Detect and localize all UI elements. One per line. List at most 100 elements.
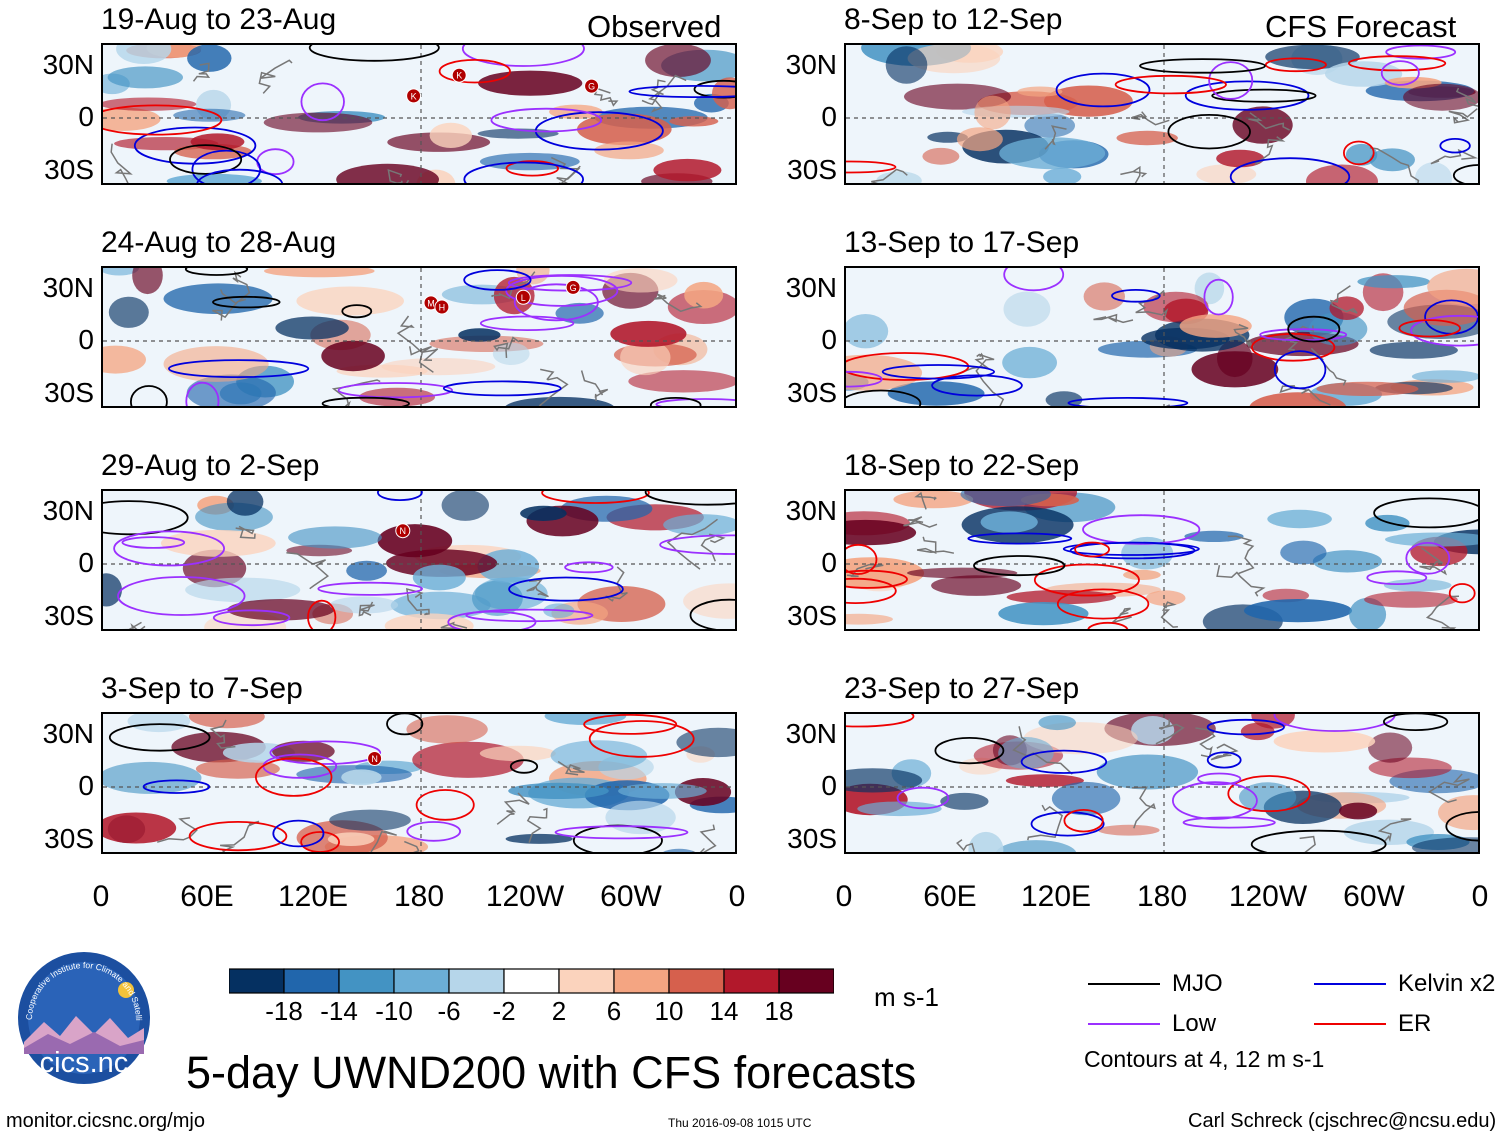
low-contour	[513, 283, 599, 322]
westerly-anomaly	[931, 575, 1022, 596]
storm-letter: G	[570, 283, 577, 293]
mjo-contour	[689, 598, 735, 629]
coastline	[903, 516, 938, 528]
coastline	[496, 792, 530, 825]
cics-logo: Cooperative Institute for Climate and Sa…	[8, 940, 158, 1086]
coastline	[956, 839, 976, 852]
coastline	[700, 533, 726, 562]
panel-title: 24-Aug to 28-Aug	[101, 226, 337, 259]
easterly-anomaly	[187, 45, 232, 72]
easterly-anomaly	[1411, 370, 1478, 383]
storm-letter: N	[371, 754, 378, 764]
mjo-contour	[1383, 714, 1449, 731]
coastline	[258, 59, 293, 94]
easterly-anomaly	[103, 573, 122, 607]
er-contour	[415, 789, 475, 821]
anomaly-map: K K G	[101, 43, 737, 185]
panel-title: 8-Sep to 12-Sep	[844, 3, 1063, 36]
colorbar-segment	[448, 968, 505, 994]
colorbar-tick-label: -14	[320, 996, 358, 1026]
westerly-anomaly	[1098, 824, 1160, 836]
westerly-anomaly	[103, 345, 146, 374]
mjo-contour	[103, 500, 189, 536]
westerly-anomaly	[163, 346, 269, 382]
colorbar-segment	[723, 968, 780, 994]
panel-title: 29-Aug to 2-Sep	[101, 449, 320, 482]
easterly-anomaly	[618, 783, 707, 799]
mjo-contour	[1167, 113, 1251, 150]
coastline	[1448, 108, 1478, 124]
westerly-anomaly	[1368, 732, 1413, 763]
westerly-anomaly	[195, 759, 280, 779]
easterly-anomaly	[477, 549, 540, 583]
coastline	[1111, 607, 1132, 624]
easterly-anomaly	[288, 526, 382, 549]
coastline	[286, 552, 330, 590]
storm-marker: N	[395, 523, 411, 539]
storm-letter: K	[456, 71, 462, 81]
lat-label: 30N	[785, 495, 837, 526]
westerly-anomaly	[1262, 588, 1310, 603]
easterly-anomaly	[1412, 837, 1478, 852]
easterly-anomaly	[1244, 599, 1352, 623]
mjo-contour	[108, 723, 211, 752]
easterly-anomaly	[341, 769, 382, 786]
anomaly-map: N	[101, 489, 737, 631]
westerly-anomaly	[1249, 392, 1346, 406]
easterly-anomaly	[1045, 391, 1083, 406]
easterly-anomaly	[412, 564, 466, 591]
westerly-anomaly	[1427, 268, 1478, 305]
footer-timestamp: Thu 2016-09-08 1015 UTC	[668, 1116, 812, 1130]
kelvin-contour	[1206, 718, 1285, 736]
easterly-anomaly	[605, 800, 676, 835]
westerly-anomaly	[1316, 381, 1419, 396]
easterly-anomaly	[968, 831, 1004, 852]
er-contour	[588, 720, 695, 758]
lon-label: 120E	[277, 880, 349, 913]
easterly-anomaly	[1415, 162, 1452, 183]
coastline	[370, 830, 397, 852]
easterly-anomaly	[226, 491, 264, 516]
colorbar-tick-label: 14	[709, 996, 739, 1026]
kelvin-contour	[508, 576, 624, 602]
westerly-anomaly	[478, 70, 583, 96]
lat-label: 30N	[785, 272, 837, 303]
coastline	[358, 601, 375, 617]
footer-url[interactable]: monitor.cicsnc.org/mjo	[6, 1110, 205, 1132]
er-contour	[1227, 775, 1311, 813]
anomaly-map	[844, 489, 1480, 631]
mjo-contour	[341, 304, 373, 319]
coastline	[538, 368, 569, 406]
low-contour	[1208, 61, 1254, 100]
map-svg: M L H G	[103, 268, 735, 406]
map-svg: K K G	[103, 45, 735, 183]
er-contour	[438, 59, 511, 84]
forecast-label: CFS Forecast	[1265, 9, 1457, 44]
westerly-anomaly	[645, 45, 711, 77]
low-contour	[300, 82, 345, 122]
er-contour	[846, 714, 915, 728]
lat-label: 30S	[787, 823, 837, 854]
legend-label: Low	[1172, 1010, 1217, 1037]
westerly-anomaly	[907, 567, 1018, 579]
colorbar-tick-label: -10	[375, 996, 413, 1026]
kelvin-contour	[967, 532, 1073, 545]
coastline	[1377, 818, 1412, 843]
mjo-contour	[1287, 315, 1341, 343]
mjo-contour	[1139, 58, 1266, 74]
coastline	[387, 168, 403, 183]
lon-label: 120W	[485, 880, 565, 913]
lon-label: 0	[835, 880, 853, 913]
westerly-anomaly	[956, 127, 1003, 152]
map-svg	[846, 714, 1478, 852]
panel-title: 18-Sep to 22-Sep	[844, 449, 1080, 482]
kelvin-contour	[1067, 397, 1189, 406]
easterly-anomaly	[1280, 540, 1327, 565]
westerly-anomaly	[1306, 164, 1378, 183]
legend-swatch	[1314, 983, 1386, 985]
easterly-anomaly	[186, 374, 276, 406]
er-contour	[103, 104, 223, 136]
lat-label: 30N	[785, 49, 837, 80]
westerly-anomaly	[1005, 774, 1084, 787]
contour-note: Contours at 4, 12 m s-1	[1084, 1046, 1325, 1072]
